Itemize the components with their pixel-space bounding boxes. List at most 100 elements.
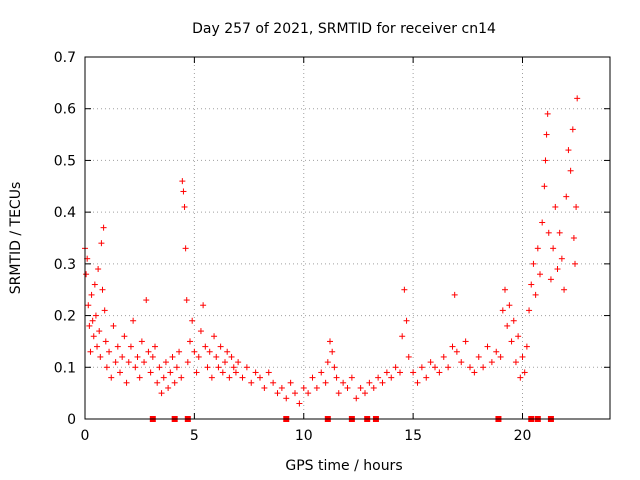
data-point bbox=[178, 374, 185, 381]
data-point bbox=[130, 317, 137, 324]
data-point bbox=[462, 338, 469, 345]
data-point bbox=[392, 364, 399, 371]
data-point bbox=[83, 271, 90, 278]
data-point bbox=[202, 343, 209, 350]
data-point bbox=[445, 364, 452, 371]
data-point bbox=[480, 364, 487, 371]
data-point bbox=[158, 390, 165, 397]
data-point bbox=[181, 203, 188, 210]
data-point bbox=[97, 353, 104, 360]
data-point bbox=[324, 359, 331, 366]
data-point bbox=[114, 343, 121, 350]
data-point bbox=[106, 348, 113, 355]
data-point bbox=[574, 95, 581, 102]
data-point bbox=[414, 379, 421, 386]
data-point bbox=[239, 374, 246, 381]
data-point bbox=[278, 384, 285, 391]
data-point bbox=[189, 317, 196, 324]
data-point bbox=[399, 333, 406, 340]
data-point bbox=[570, 235, 577, 241]
data-point bbox=[502, 286, 508, 293]
y-tick-label: 0.2 bbox=[54, 309, 76, 325]
data-point bbox=[471, 369, 478, 376]
data-point bbox=[572, 260, 578, 267]
data-point bbox=[515, 333, 522, 340]
data-point bbox=[499, 307, 506, 314]
data-point bbox=[117, 369, 123, 376]
data-point bbox=[101, 307, 108, 314]
x-axis: 0 5 10 15 20 bbox=[81, 57, 532, 444]
data-point bbox=[427, 359, 434, 366]
x-tick-label: 15 bbox=[404, 428, 422, 444]
data-point bbox=[497, 353, 504, 360]
data-point bbox=[550, 245, 557, 252]
data-point bbox=[208, 374, 215, 381]
data-point bbox=[567, 167, 574, 174]
data-point bbox=[379, 379, 386, 386]
data-point bbox=[274, 390, 281, 397]
data-point bbox=[171, 379, 178, 386]
data-point bbox=[123, 379, 130, 386]
data-point bbox=[370, 384, 377, 391]
data-point bbox=[261, 384, 268, 391]
data-point bbox=[100, 224, 107, 231]
data-point bbox=[554, 266, 561, 273]
data-point bbox=[401, 286, 408, 293]
data-point bbox=[95, 266, 102, 273]
y-tick-label: 0.1 bbox=[54, 360, 76, 376]
y-tick-label: 0.3 bbox=[54, 257, 76, 273]
data-point bbox=[252, 369, 259, 376]
x-axis-label: GPS time / hours bbox=[285, 458, 402, 474]
data-point bbox=[569, 126, 576, 133]
data-point bbox=[508, 338, 515, 345]
data-point bbox=[488, 359, 495, 366]
data-point bbox=[176, 348, 183, 355]
data-point bbox=[565, 147, 572, 154]
data-point bbox=[183, 297, 190, 304]
data-point bbox=[292, 390, 298, 397]
data-point bbox=[211, 333, 218, 340]
data-point bbox=[248, 379, 255, 386]
data-point bbox=[230, 364, 237, 371]
data-point bbox=[193, 369, 200, 376]
data-point bbox=[543, 131, 550, 138]
data-point bbox=[147, 369, 154, 376]
data-point bbox=[162, 359, 169, 366]
y-axis: 0 0.1 0.2 0.3 0.4 0.5 0.6 0.7 bbox=[54, 50, 610, 428]
data-point bbox=[152, 343, 158, 350]
data-point bbox=[270, 379, 277, 386]
data-point bbox=[436, 369, 443, 376]
data-point bbox=[556, 229, 563, 236]
data-point bbox=[432, 364, 438, 371]
data-point bbox=[563, 193, 570, 200]
data-point bbox=[224, 348, 231, 355]
data-point bbox=[96, 328, 103, 335]
data-point bbox=[383, 369, 390, 376]
data-point bbox=[405, 353, 412, 360]
data-point bbox=[523, 343, 530, 350]
data-point bbox=[215, 364, 222, 371]
data-point bbox=[519, 353, 526, 360]
data-point bbox=[521, 369, 528, 376]
grid-lines bbox=[85, 57, 610, 419]
data-point bbox=[103, 364, 110, 371]
data-point bbox=[333, 374, 340, 381]
y-tick-label: 0.7 bbox=[54, 50, 76, 66]
data-point bbox=[475, 353, 482, 360]
data-point bbox=[340, 379, 347, 386]
data-point bbox=[362, 390, 368, 397]
data-point bbox=[182, 245, 189, 252]
data-point bbox=[526, 307, 533, 314]
data-point bbox=[141, 359, 148, 366]
data-point bbox=[187, 338, 193, 345]
data-point bbox=[517, 374, 524, 381]
data-point bbox=[160, 374, 167, 381]
data-point bbox=[283, 395, 290, 402]
data-point bbox=[484, 343, 491, 350]
data-point bbox=[265, 369, 272, 376]
data-point bbox=[467, 364, 473, 371]
x-tick-label: 20 bbox=[514, 428, 532, 444]
data-point bbox=[98, 240, 105, 247]
data-point bbox=[200, 302, 207, 309]
data-point bbox=[121, 333, 128, 340]
